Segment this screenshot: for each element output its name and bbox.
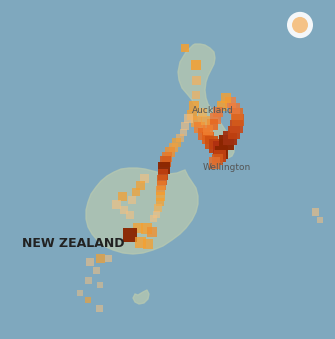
- FancyBboxPatch shape: [132, 188, 140, 196]
- FancyBboxPatch shape: [224, 97, 236, 107]
- FancyBboxPatch shape: [126, 211, 134, 219]
- FancyBboxPatch shape: [123, 228, 137, 242]
- FancyBboxPatch shape: [135, 180, 144, 190]
- FancyBboxPatch shape: [120, 206, 128, 214]
- FancyBboxPatch shape: [191, 60, 201, 70]
- FancyBboxPatch shape: [206, 119, 217, 129]
- FancyBboxPatch shape: [317, 217, 323, 223]
- FancyBboxPatch shape: [223, 131, 237, 145]
- FancyBboxPatch shape: [201, 116, 209, 124]
- FancyBboxPatch shape: [172, 138, 181, 146]
- FancyBboxPatch shape: [228, 102, 240, 114]
- FancyBboxPatch shape: [214, 150, 226, 162]
- FancyBboxPatch shape: [134, 237, 145, 247]
- FancyBboxPatch shape: [231, 108, 243, 120]
- FancyBboxPatch shape: [191, 117, 201, 127]
- FancyBboxPatch shape: [184, 114, 193, 122]
- FancyBboxPatch shape: [155, 185, 164, 195]
- FancyBboxPatch shape: [195, 122, 205, 134]
- Circle shape: [287, 12, 313, 38]
- FancyBboxPatch shape: [217, 101, 227, 111]
- FancyBboxPatch shape: [232, 114, 244, 126]
- FancyBboxPatch shape: [149, 215, 156, 221]
- FancyBboxPatch shape: [157, 168, 169, 179]
- FancyBboxPatch shape: [215, 145, 228, 159]
- FancyBboxPatch shape: [143, 239, 153, 249]
- FancyBboxPatch shape: [140, 174, 149, 182]
- FancyBboxPatch shape: [312, 208, 319, 216]
- FancyBboxPatch shape: [165, 147, 175, 157]
- FancyBboxPatch shape: [209, 113, 220, 123]
- FancyBboxPatch shape: [157, 175, 167, 185]
- Polygon shape: [86, 168, 198, 254]
- FancyBboxPatch shape: [140, 222, 151, 234]
- FancyBboxPatch shape: [84, 277, 91, 283]
- FancyBboxPatch shape: [156, 198, 164, 206]
- FancyBboxPatch shape: [156, 180, 165, 190]
- FancyBboxPatch shape: [162, 152, 172, 162]
- FancyBboxPatch shape: [198, 107, 206, 117]
- FancyBboxPatch shape: [112, 199, 121, 208]
- FancyBboxPatch shape: [181, 128, 188, 136]
- FancyBboxPatch shape: [77, 290, 83, 296]
- FancyBboxPatch shape: [147, 227, 157, 237]
- FancyBboxPatch shape: [106, 255, 113, 261]
- FancyBboxPatch shape: [230, 120, 244, 133]
- FancyBboxPatch shape: [203, 125, 213, 135]
- FancyBboxPatch shape: [158, 162, 170, 174]
- FancyBboxPatch shape: [181, 122, 189, 130]
- FancyBboxPatch shape: [205, 136, 218, 148]
- FancyBboxPatch shape: [227, 125, 241, 139]
- FancyBboxPatch shape: [213, 141, 227, 155]
- FancyBboxPatch shape: [187, 110, 197, 120]
- FancyBboxPatch shape: [159, 157, 171, 167]
- FancyBboxPatch shape: [155, 192, 164, 200]
- FancyBboxPatch shape: [97, 282, 103, 288]
- FancyBboxPatch shape: [209, 139, 223, 153]
- FancyBboxPatch shape: [212, 155, 223, 165]
- FancyBboxPatch shape: [86, 258, 94, 266]
- FancyBboxPatch shape: [133, 223, 143, 233]
- FancyBboxPatch shape: [213, 107, 223, 117]
- Circle shape: [292, 17, 308, 33]
- FancyBboxPatch shape: [208, 158, 219, 168]
- FancyBboxPatch shape: [85, 297, 91, 303]
- FancyBboxPatch shape: [95, 254, 105, 262]
- FancyBboxPatch shape: [198, 128, 210, 140]
- Polygon shape: [178, 44, 234, 158]
- FancyBboxPatch shape: [169, 142, 178, 152]
- FancyBboxPatch shape: [181, 44, 189, 52]
- FancyBboxPatch shape: [202, 132, 214, 144]
- Polygon shape: [133, 290, 149, 304]
- Text: Wellington: Wellington: [203, 163, 251, 172]
- FancyBboxPatch shape: [96, 304, 104, 312]
- Text: NEW ZEALAND: NEW ZEALAND: [22, 237, 125, 250]
- Text: Auckland: Auckland: [192, 106, 234, 115]
- FancyBboxPatch shape: [192, 91, 200, 99]
- FancyBboxPatch shape: [152, 211, 159, 218]
- FancyBboxPatch shape: [128, 196, 136, 204]
- FancyBboxPatch shape: [221, 93, 231, 103]
- FancyBboxPatch shape: [218, 135, 233, 149]
- FancyBboxPatch shape: [189, 101, 199, 111]
- FancyBboxPatch shape: [92, 266, 99, 274]
- FancyBboxPatch shape: [176, 134, 184, 142]
- FancyBboxPatch shape: [154, 204, 162, 212]
- FancyBboxPatch shape: [192, 76, 201, 84]
- FancyBboxPatch shape: [118, 192, 127, 200]
